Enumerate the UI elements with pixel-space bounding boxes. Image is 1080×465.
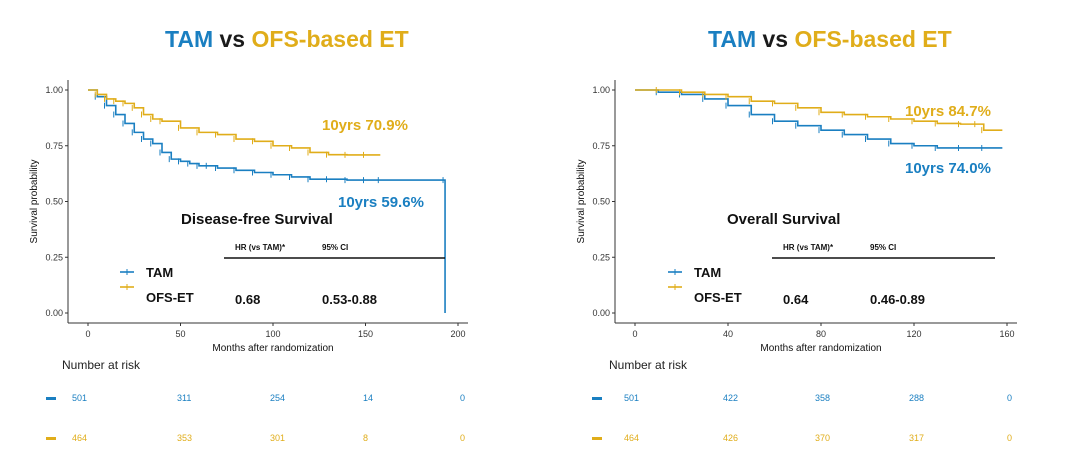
ci-value: 0.53-0.88 — [322, 292, 377, 307]
y-tick-label: 0.00 — [592, 308, 610, 318]
legend-label-tam: TAM — [694, 265, 721, 280]
legend-label-ofs-et: OFS-ET — [146, 290, 194, 305]
x-tick-label: 100 — [265, 329, 280, 339]
title-ofs: OFS-based ET — [251, 26, 409, 52]
legend-label-tam: TAM — [146, 265, 173, 280]
annotation-tam: 10yrs 59.6% — [338, 194, 424, 211]
risk-count-tam: 311 — [177, 393, 191, 403]
x-tick-label: 40 — [723, 329, 733, 339]
ci-header: 95% CI — [322, 243, 348, 252]
y-tick-label: 0.75 — [592, 141, 610, 151]
title-ofs: OFS-based ET — [794, 26, 952, 52]
annotation-ofs: 10yrs 84.7% — [905, 103, 991, 120]
title-vs: vs — [756, 26, 795, 52]
risk-table-title: Number at risk — [609, 358, 688, 372]
risk-count-ofs: 0 — [1007, 433, 1012, 443]
risk-count-ofs: 317 — [909, 433, 924, 443]
chart-title-right: TAM vs OFS-based ET — [708, 26, 952, 53]
series-line-ofs-et — [635, 89, 1003, 131]
x-tick-label: 150 — [358, 329, 373, 339]
risk-count-tam: 501 — [624, 393, 639, 403]
risk-count-ofs: 370 — [815, 433, 830, 443]
x-tick-label: 0 — [632, 329, 637, 339]
risk-count-ofs: 464 — [72, 433, 87, 443]
title-tam: TAM — [165, 26, 214, 52]
hr-header: HR (vs TAM)* — [783, 243, 834, 252]
hr-value: 0.64 — [783, 292, 809, 307]
risk-count-tam: 358 — [815, 393, 830, 403]
hr-header: HR (vs TAM)* — [235, 243, 286, 252]
risk-count-tam: 501 — [72, 393, 87, 403]
risk-count-tam: 0 — [460, 393, 465, 403]
y-tick-label: 0.00 — [45, 308, 63, 318]
panel-title: Disease-free Survival — [181, 211, 333, 228]
risk-count-tam: 254 — [270, 393, 285, 403]
risk-count-tam: 288 — [909, 393, 924, 403]
risk-row-marker-tam — [46, 397, 56, 400]
x-tick-label: 200 — [450, 329, 465, 339]
y-tick-label: 1.00 — [592, 85, 610, 95]
hr-value: 0.68 — [235, 292, 260, 307]
chart-title-left: TAM vs OFS-based ET — [165, 26, 409, 53]
risk-row-marker-ofs — [592, 437, 602, 440]
risk-count-tam: 422 — [723, 393, 738, 403]
risk-table-title: Number at risk — [62, 358, 141, 372]
risk-row-marker-tam — [592, 397, 602, 400]
x-tick-label: 120 — [906, 329, 921, 339]
x-axis-title: Months after randomization — [212, 343, 333, 354]
panel-title: Overall Survival — [727, 211, 840, 228]
annotation-ofs: 10yrs 70.9% — [322, 117, 408, 134]
series-line-tam — [635, 89, 1003, 149]
y-tick-label: 0.25 — [592, 252, 610, 262]
risk-count-tam: 14 — [363, 393, 373, 403]
title-vs: vs — [213, 26, 252, 52]
x-axis-title: Months after randomization — [760, 343, 881, 354]
risk-count-ofs: 464 — [624, 433, 639, 443]
risk-count-ofs: 8 — [363, 433, 368, 443]
risk-count-tam: 0 — [1007, 393, 1012, 403]
ci-value: 0.46-0.89 — [870, 292, 925, 307]
legend-label-ofs-et: OFS-ET — [694, 290, 742, 305]
y-tick-label: 0.25 — [45, 252, 63, 262]
series-line-tam — [88, 89, 446, 313]
y-tick-label: 0.50 — [45, 197, 63, 207]
ci-header: 95% CI — [870, 243, 896, 252]
risk-count-ofs: 301 — [270, 433, 285, 443]
y-axis-title: Survival probability — [29, 160, 40, 244]
series-line-ofs-et — [88, 89, 381, 156]
x-tick-label: 50 — [175, 329, 185, 339]
x-tick-label: 160 — [999, 329, 1014, 339]
risk-count-ofs: 426 — [723, 433, 738, 443]
x-tick-label: 0 — [85, 329, 90, 339]
y-axis-title: Survival probability — [576, 160, 587, 244]
y-tick-label: 0.50 — [592, 197, 610, 207]
risk-count-ofs: 0 — [460, 433, 465, 443]
title-tam: TAM — [708, 26, 757, 52]
x-tick-label: 80 — [816, 329, 826, 339]
annotation-tam: 10yrs 74.0% — [905, 160, 991, 177]
risk-row-marker-ofs — [46, 437, 56, 440]
y-tick-label: 0.75 — [45, 141, 63, 151]
risk-count-ofs: 353 — [177, 433, 192, 443]
y-tick-label: 1.00 — [45, 85, 63, 95]
